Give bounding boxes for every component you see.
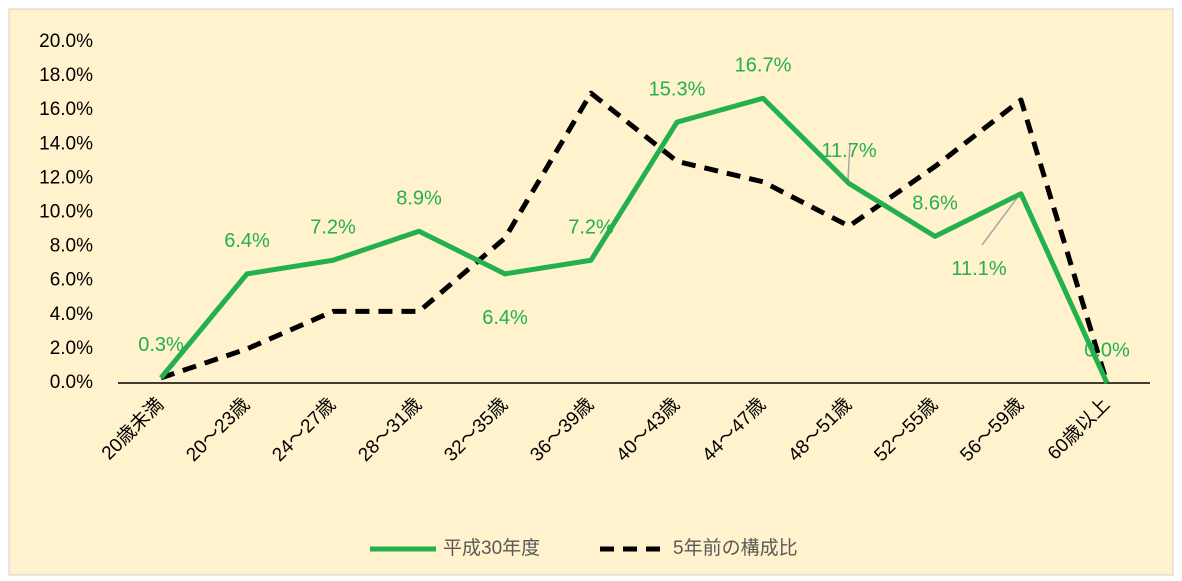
data-label: 8.9% xyxy=(396,188,442,210)
legend-label: 平成30年度 xyxy=(443,537,540,559)
leader-line xyxy=(847,142,851,181)
y-tick-label: 4.0% xyxy=(50,304,93,325)
y-tick-label: 6.0% xyxy=(50,270,93,291)
chart-background xyxy=(8,8,1174,576)
data-label: 16.7% xyxy=(735,55,792,77)
data-label: 8.6% xyxy=(912,193,958,215)
y-tick-label: 12.0% xyxy=(39,167,93,188)
series-line xyxy=(159,95,1110,385)
data-label: 7.2% xyxy=(568,217,614,239)
y-tick-label: 2.0% xyxy=(50,338,93,359)
y-tick-label: 18.0% xyxy=(39,65,93,86)
series-line xyxy=(160,90,1110,384)
data-label: 6.4% xyxy=(224,230,270,252)
data-label: 7.2% xyxy=(310,217,356,239)
data-label: 0.0% xyxy=(1084,339,1130,361)
y-tick-label: 10.0% xyxy=(39,202,93,223)
y-tick-label: 14.0% xyxy=(39,133,93,154)
data-label: 11.7% xyxy=(821,140,876,162)
data-label: 6.4% xyxy=(482,307,528,329)
legend-label: 5年前の構成比 xyxy=(673,537,798,559)
data-label: 15.3% xyxy=(649,78,706,100)
y-tick-label: 8.0% xyxy=(50,236,93,257)
y-tick-label: 16.0% xyxy=(39,99,93,120)
data-label: 0.3% xyxy=(138,334,184,356)
y-tick-label: 0.0% xyxy=(50,372,93,393)
data-label: 11.1% xyxy=(951,258,1006,280)
y-tick-label: 20.0% xyxy=(39,31,93,52)
leader-line xyxy=(981,193,1021,246)
